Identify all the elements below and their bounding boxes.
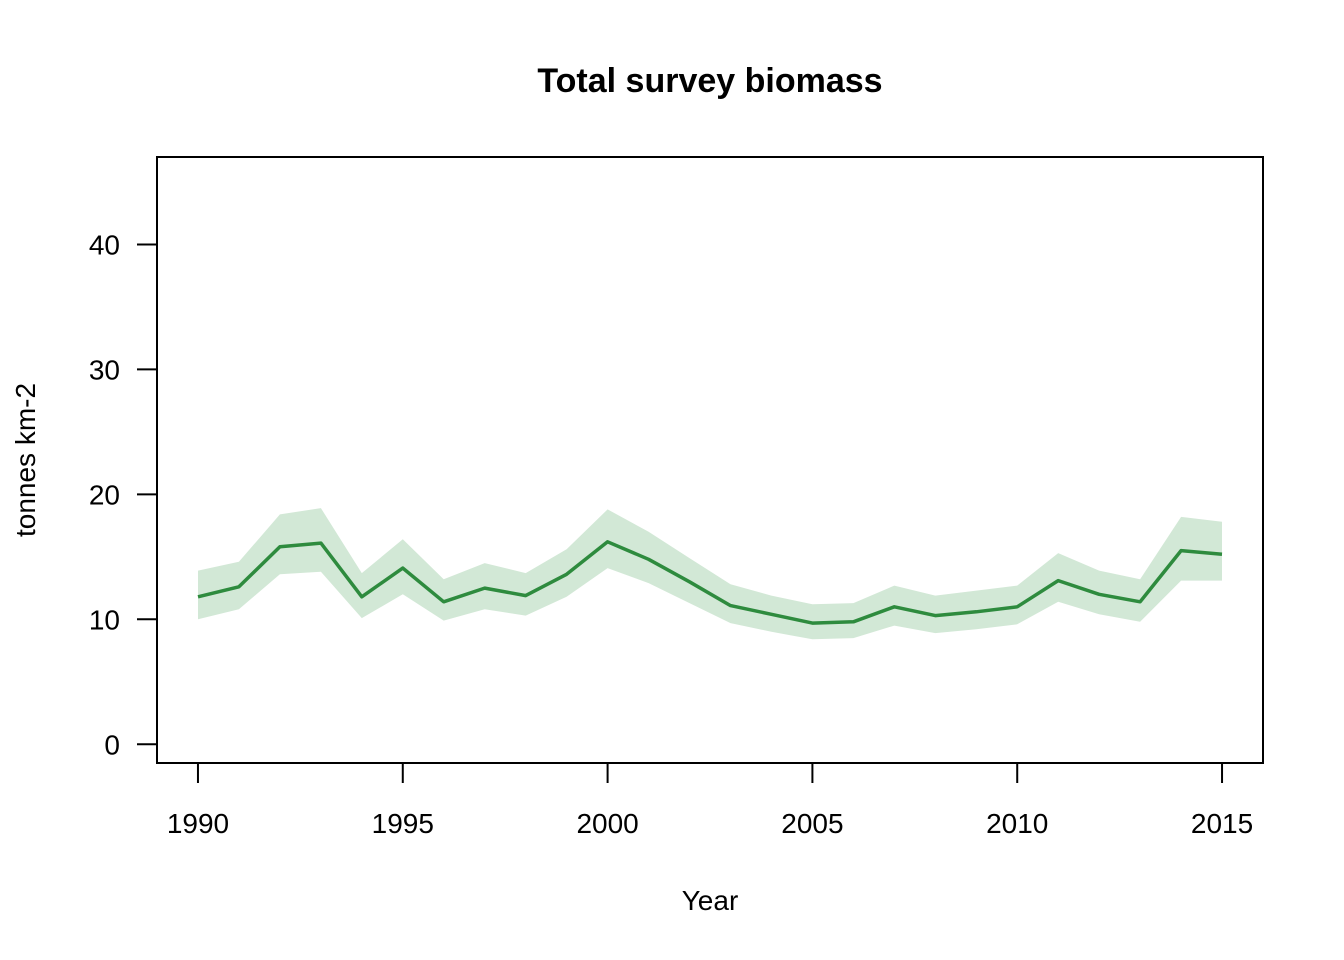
confidence-band [198, 508, 1222, 639]
confidence-band-layer [198, 508, 1222, 639]
y-tick-label-40: 40 [89, 229, 120, 260]
y-axis: 0 10 20 30 40 [89, 229, 157, 760]
x-tick-label-1995: 1995 [372, 808, 434, 839]
y-axis-label: tonnes km-2 [10, 383, 41, 537]
chart-title: Total survey biomass [537, 62, 882, 100]
x-tick-label-2005: 2005 [781, 808, 843, 839]
x-tick-label-2010: 2010 [986, 808, 1048, 839]
y-tick-label-0: 0 [104, 729, 120, 760]
x-axis: 1990 1995 2000 2005 2010 2015 [167, 763, 1253, 839]
x-tick-label-2015: 2015 [1191, 808, 1253, 839]
y-tick-label-20: 20 [89, 479, 120, 510]
x-tick-label-1990: 1990 [167, 808, 229, 839]
x-tick-label-2000: 2000 [576, 808, 638, 839]
x-axis-label: Year [682, 885, 739, 916]
plot-frame [157, 157, 1263, 763]
y-tick-label-30: 30 [89, 354, 120, 385]
y-tick-label-10: 10 [89, 604, 120, 635]
